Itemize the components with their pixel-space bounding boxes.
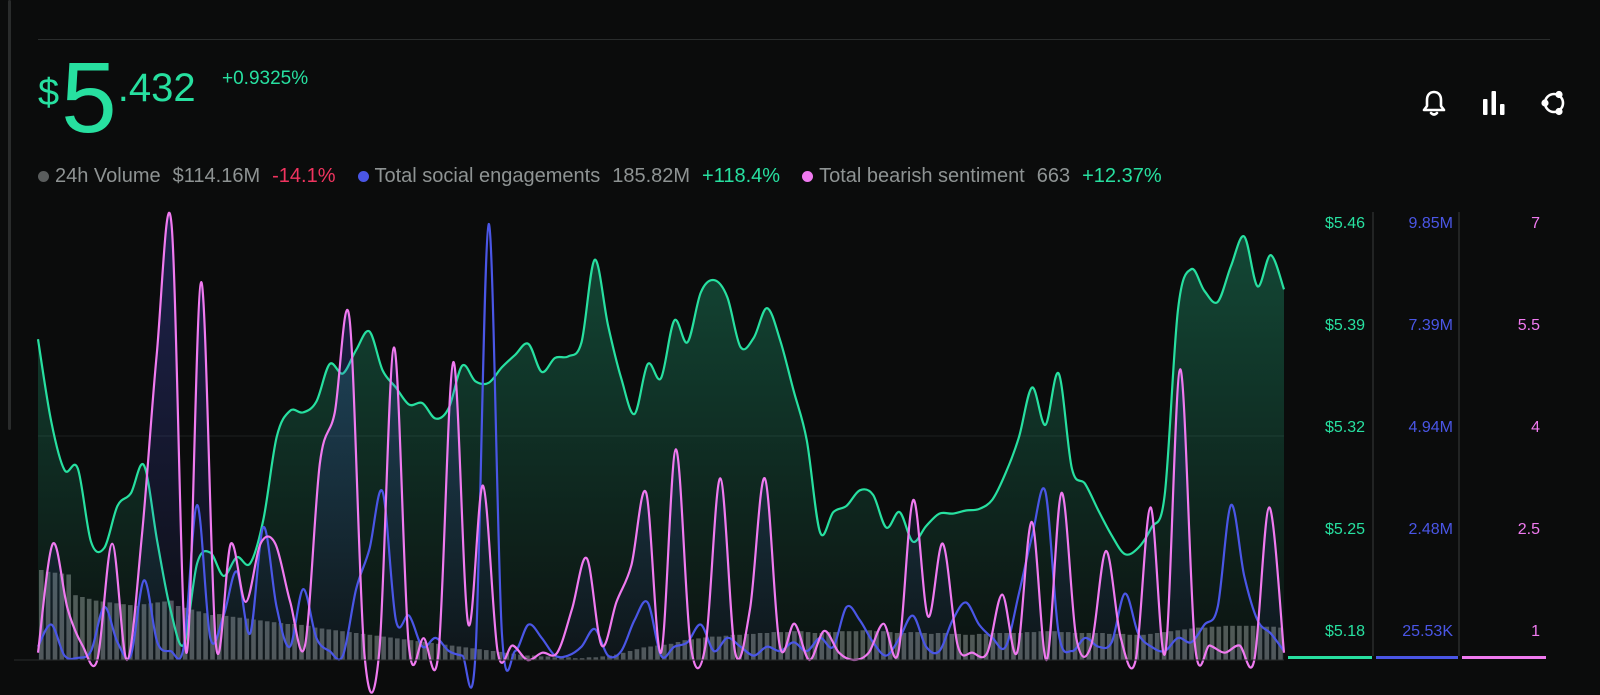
bearish-line xyxy=(36,212,1286,694)
legend-change: -14.1% xyxy=(272,165,336,187)
share-icon xyxy=(1541,90,1565,116)
legend-label: Total social engagements xyxy=(374,165,601,187)
bearish-tick-label: 1 xyxy=(1531,623,1540,640)
legend-value: 663 xyxy=(1036,165,1071,187)
price-integer: 5 xyxy=(61,42,117,154)
price-line xyxy=(36,235,1286,647)
price-change: +0.9325% xyxy=(222,68,309,89)
price-tick-label: $5.46 xyxy=(1325,215,1365,232)
legend-change: +118.4% xyxy=(702,165,781,187)
price-decimal: .432 xyxy=(117,66,196,110)
engagement-dot-icon xyxy=(357,171,369,182)
price-currency: $ xyxy=(38,72,60,114)
engagement-tick-label: 25.53K xyxy=(1402,623,1453,640)
engagement-tick-label: 2.48M xyxy=(1409,521,1453,538)
engagement-tick-label: 9.85M xyxy=(1409,215,1453,232)
bearish-dot-icon xyxy=(802,171,814,182)
engagement-axis-underline xyxy=(1376,656,1458,659)
price-tick-label: $5.39 xyxy=(1325,317,1365,334)
current-price: $ 5 .432 xyxy=(38,42,196,154)
legend-value: 185.82M xyxy=(612,165,691,187)
legend-item-engagements[interactable]: Total social engagements 185.82M +118.4% xyxy=(357,165,781,188)
bearish-area xyxy=(38,212,1284,693)
legend-item-bearish[interactable]: Total bearish sentiment 663 +12.37% xyxy=(802,165,1162,188)
volume-dot-icon xyxy=(38,171,49,182)
price-tick-label: $5.32 xyxy=(1325,419,1365,436)
engagement-line xyxy=(37,222,1285,689)
legend-label: Total bearish sentiment xyxy=(819,165,1025,187)
price-tick-label: $5.18 xyxy=(1325,623,1365,640)
alert-button[interactable] xyxy=(1420,88,1448,118)
price-axis-underline xyxy=(1288,656,1372,659)
bell-icon xyxy=(1422,90,1446,116)
chart-legend: 24h Volume $114.16M -14.1% Total social … xyxy=(38,165,1184,188)
bearish-tick-label: 5.5 xyxy=(1518,317,1540,334)
chart-toolbar xyxy=(1420,88,1568,118)
bar-chart-icon xyxy=(1483,91,1505,115)
bearish-tick-label: 4 xyxy=(1531,419,1540,436)
engagement-tick-label: 4.94M xyxy=(1409,419,1453,436)
left-scrollbar[interactable] xyxy=(8,0,11,430)
legend-item-volume[interactable]: 24h Volume $114.16M -14.1% xyxy=(38,165,336,188)
price-tick-label: $5.25 xyxy=(1325,521,1365,538)
legend-change: +12.37% xyxy=(1082,165,1162,187)
legend-label: 24h Volume xyxy=(55,165,161,187)
bearish-tick-label: 7 xyxy=(1531,215,1540,232)
chart-type-button[interactable] xyxy=(1480,88,1508,118)
share-button[interactable] xyxy=(1540,88,1568,118)
engagement-tick-label: 7.39M xyxy=(1409,317,1453,334)
top-divider xyxy=(38,39,1550,40)
legend-value: $114.16M xyxy=(172,165,261,187)
bearish-axis-underline xyxy=(1462,656,1546,659)
bearish-tick-label: 2.5 xyxy=(1518,521,1540,538)
